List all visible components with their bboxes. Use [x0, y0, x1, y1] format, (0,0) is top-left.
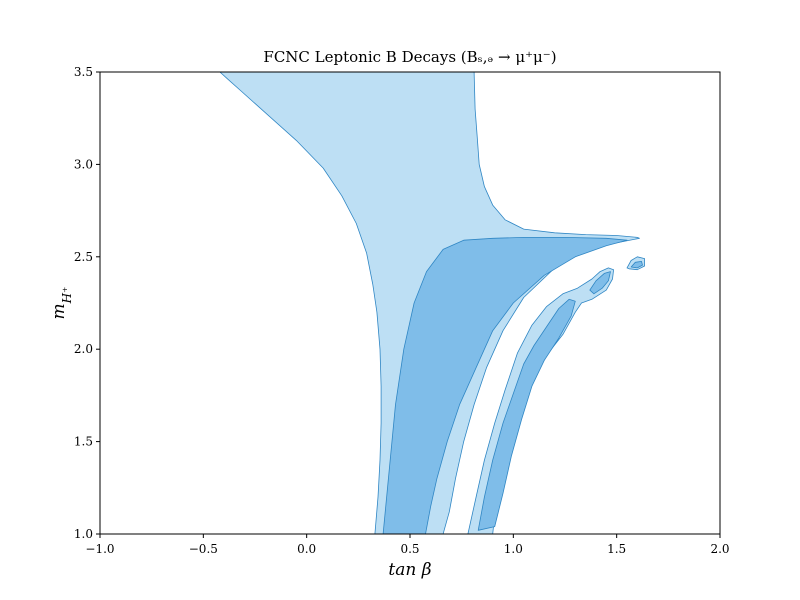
x-tick-label: −1.0	[85, 542, 114, 556]
y-tick-label: 2.0	[74, 342, 93, 356]
y-tick-label: 3.0	[74, 157, 93, 171]
y-tick-label: 1.0	[74, 527, 93, 541]
x-tick-label: 0.5	[400, 542, 419, 556]
x-axis: −1.0 −0.5 0.0 0.5 1.0 1.5 2.0	[85, 534, 730, 556]
x-tick-label: 0.0	[297, 542, 316, 556]
x-tick-label: 1.0	[504, 542, 523, 556]
y-axis-label: mH⁺	[49, 287, 74, 320]
y-tick-label: 2.5	[74, 250, 93, 264]
contour-region-dark-6	[630, 260, 643, 269]
x-tick-label: 2.0	[710, 542, 729, 556]
contour-region-dark-3	[477, 298, 576, 531]
contour-region-dark-1	[382, 236, 628, 534]
x-tick-label: −0.5	[189, 542, 218, 556]
y-axis: 1.0 1.5 2.0 2.5 3.0 3.5	[74, 65, 100, 541]
y-tick-label: 1.5	[74, 435, 93, 449]
x-axis-label: tan β	[388, 560, 431, 580]
y-tick-label: 3.5	[74, 65, 93, 79]
x-tick-label: 1.5	[607, 542, 626, 556]
chart-title: FCNC Leptonic B Decays (Bₛ,ₔ → μ⁺μ⁻)	[263, 48, 556, 66]
contour-regions	[219, 72, 645, 534]
contour-region-dark-4	[589, 271, 611, 295]
